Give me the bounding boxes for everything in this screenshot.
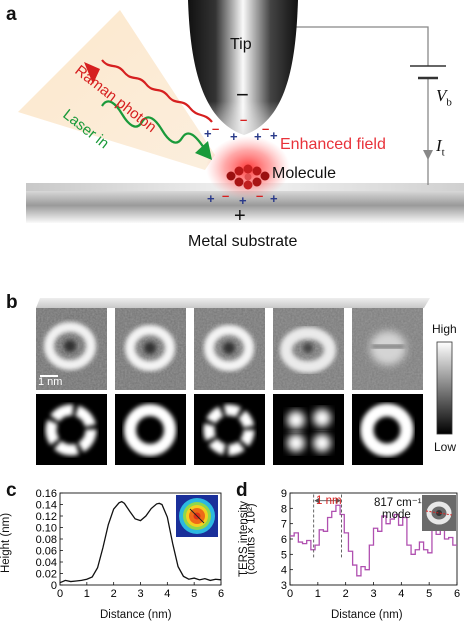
chart-d-xtick-label: 0 [287, 588, 293, 600]
one-nm-annotation: 1 nm [316, 495, 342, 507]
chart-c-ytick-label: 0.10 [36, 523, 57, 535]
substrate-charges: + – + – + [207, 188, 278, 208]
chart-c-ytick-label: 0.06 [36, 546, 57, 558]
simulated-image-4 [273, 394, 344, 465]
chart-d-ytick-label: 8 [281, 503, 287, 515]
bias-voltage-label: Vb [436, 86, 452, 109]
panel-a: – – – + + + + + – + – + a Tip − Raman ph… [0, 0, 472, 280]
chart-c-xtick-label: 4 [164, 588, 170, 600]
substrate-plus-sign: + [234, 205, 246, 227]
chart-d-xtick-label: 2 [343, 588, 349, 600]
chart-c-xlabel: Distance (nm) [100, 609, 172, 621]
circuit-wire [247, 26, 429, 185]
svg-text:–: – [262, 121, 269, 136]
chart-c-xtick-label: 6 [218, 588, 224, 600]
panel-a-illustration: – – – + + + + + – + – + [18, 0, 464, 223]
chart-d-xtick-label: 6 [454, 588, 460, 600]
chart-d-ytick-label: 3 [281, 580, 287, 592]
tip-label: Tip [230, 36, 252, 53]
chart-c-xtick-label: 0 [57, 588, 63, 600]
molecule-icon [226, 164, 270, 190]
colorbar-high-label: High [432, 322, 457, 336]
simulated-image-5 [352, 394, 423, 465]
chart-c-ytick-label: 0.08 [36, 534, 57, 546]
chart-c-series-line [59, 500, 222, 584]
svg-text:+: + [239, 193, 247, 208]
molecule-label: Molecule [272, 165, 337, 182]
chart-c-ytick-label: 0.14 [36, 500, 57, 512]
current-arrow-icon [423, 150, 433, 160]
ters-image-3 [194, 308, 265, 390]
svg-text:+: + [270, 191, 278, 206]
ters-image-2 [115, 308, 186, 390]
svg-text:+: + [270, 128, 278, 143]
chart-d-ytick-label: 5 [281, 549, 287, 561]
chart-c-xtick-label: 5 [191, 588, 197, 600]
chart-d-ytick-label: 6 [281, 534, 287, 546]
battery-icon [410, 65, 446, 80]
tunneling-current-label: It [436, 136, 445, 159]
height-profile-chart: 0 1 2 3 4 5 6 00.020.040.060.080.100.120.140.16 [36, 488, 224, 600]
laser-wave [101, 100, 205, 149]
simulated-image-2 [115, 394, 186, 465]
chart-d-ylabel-line2: (counts × 10²) [245, 503, 258, 575]
tip-minus-sign: − [236, 82, 249, 107]
chart-d-ytick-label: 7 [281, 519, 287, 531]
chart-d-xlabel: Distance (nm) [331, 609, 403, 621]
scale-bar-label: 1 nm [38, 376, 63, 388]
ters-image-5 [352, 308, 423, 390]
chart-d-ytick-label: 4 [281, 565, 287, 577]
chart-d-series-line [290, 504, 457, 577]
svg-text:+: + [207, 191, 215, 206]
ters-image-4 [273, 308, 344, 390]
panel-c-letter: c [6, 480, 17, 501]
svg-text:+: + [230, 129, 238, 144]
arrow-right-icon [335, 497, 341, 504]
enhanced-field-label: Enhanced field [280, 136, 386, 153]
chart-c-xtick-label: 3 [137, 588, 143, 600]
chart-d-xtick-label: 4 [398, 588, 404, 600]
chart-d-xtick-label: 5 [426, 588, 432, 600]
svg-text:–: – [256, 188, 263, 203]
simulated-image-3 [194, 394, 265, 465]
panel-c: c 0 1 2 3 4 5 6 0 0.02 0.04 0.06 0.08 0.10 0.12 0.14 0.… [0, 475, 236, 624]
chart-c-ytick-label: 0.02 [36, 569, 57, 581]
raman-photon-wave [101, 59, 213, 123]
panel-b: b [0, 290, 472, 475]
chart-c-ytick-label: 0.04 [36, 557, 57, 569]
colorbar [436, 341, 453, 435]
chart-c-ytick-label: 0 [51, 580, 57, 592]
panel-d-letter: d [236, 480, 248, 501]
tip-charges: – – – + + + + [204, 112, 278, 144]
ters-intensity-chart: 0 1 2 3 4 5 6 3 4 5 6 7 8 9 [281, 488, 460, 600]
chart-d-ytick-label: 9 [281, 488, 287, 500]
ters-map-inset-image [422, 495, 456, 531]
chart-c-ytick-label: 0.12 [36, 511, 57, 523]
raman-arrow-icon [84, 62, 100, 84]
chart-c-ylabel: Height (nm) [0, 512, 13, 574]
panel-b-images [36, 298, 453, 465]
svg-text:+: + [254, 129, 262, 144]
laser-arrow-icon [195, 141, 212, 160]
metal-substrate-label: Metal substrate [188, 233, 298, 250]
chart-d-xtick-label: 1 [315, 588, 321, 600]
simulated-image-1 [36, 394, 107, 465]
colorbar-low-label: Low [434, 440, 457, 454]
chart-c-xtick-label: 1 [84, 588, 90, 600]
chart-d-xtick-label: 3 [370, 588, 376, 600]
light-beam [18, 10, 215, 170]
svg-text:+: + [204, 126, 212, 141]
chart-c-ytick-label: 0.16 [36, 488, 57, 500]
afm-inset-image [176, 495, 218, 537]
svg-text:–: – [240, 112, 247, 127]
svg-text:–: – [222, 188, 229, 203]
svg-text:–: – [212, 121, 219, 136]
panel-b-letter: b [6, 292, 18, 313]
chart-c-xtick-label: 2 [111, 588, 117, 600]
mode-label-line2: mode [382, 509, 411, 521]
panel-a-letter: a [6, 4, 17, 25]
arrow-left-icon [314, 497, 320, 504]
mode-label-line1: 817 cm⁻¹ [374, 497, 422, 509]
